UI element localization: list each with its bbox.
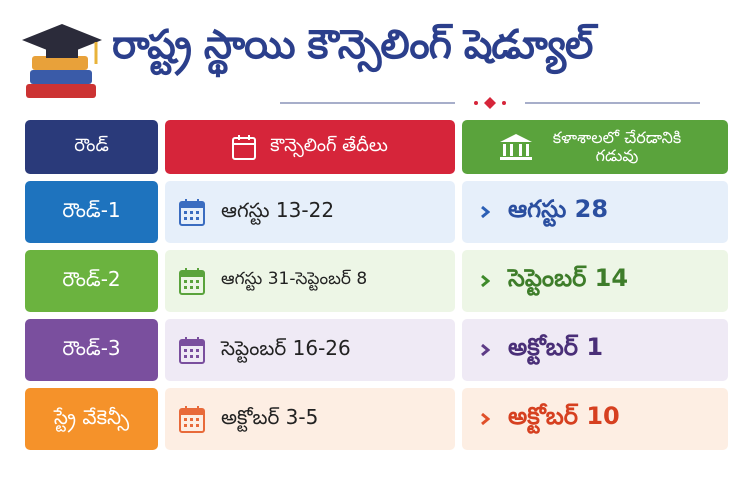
counselling-dates: ఆగస్టు 31-సెప్టెంబర్ 8 (221, 269, 368, 289)
header-cell: కౌన్సెలింగ్ తేదీలు (165, 120, 455, 174)
calendar-icon (179, 199, 205, 226)
divider (280, 97, 700, 109)
round-cell: స్ట్రే వేకెన్సీ (25, 388, 158, 450)
calendar-icon (232, 135, 257, 160)
arrow-icon (481, 274, 490, 288)
header-cell: కళాశాలలో చేరడానికి గడువు (462, 120, 728, 174)
schedule-table: రౌండ్ కౌన్సెలింగ్ తేదీలు కళాశాలలో చేరడాన… (25, 120, 728, 450)
header-text: కౌన్సెలింగ్ తేదీలు (270, 134, 388, 156)
round-cell: రౌండ్-3 (25, 319, 158, 381)
title: రాష్ట్ర స్థాయి కౌన్సెలింగ్ షెడ్యూల్ (112, 22, 593, 68)
arrow-icon (481, 412, 490, 426)
calendar-icon (179, 268, 205, 295)
joining-deadline: ఆగస్టు 28 (508, 195, 609, 223)
date-cell: అక్టోబర్ 3-5 (165, 388, 455, 450)
deadline-cell: ఆగస్టు 28 (462, 181, 728, 243)
counselling-dates: ఆగస్టు 13-22 (221, 197, 335, 222)
header-text: కళాశాలలో చేరడానికి గడువు (552, 127, 682, 165)
round-label: రౌండ్-1 (62, 197, 121, 222)
round-label: రౌండ్-2 (62, 266, 121, 291)
date-cell: ఆగస్టు 31-సెప్టెంబర్ 8 (165, 250, 455, 312)
round-label: రౌండ్-3 (62, 335, 121, 360)
calendar-icon (179, 337, 205, 364)
calendar-icon (179, 406, 205, 433)
round-cell: రౌండ్-1 (25, 181, 158, 243)
header-text: రౌండ్ (74, 134, 109, 156)
round-label: స్ట్రే వేకెన్సీ (53, 404, 130, 429)
arrow-icon (481, 343, 490, 357)
deadline-cell: అక్టోబర్ 1 (462, 319, 728, 381)
joining-deadline: సెప్టెంబర్ 14 (508, 264, 629, 292)
round-cell: రౌండ్-2 (25, 250, 158, 312)
joining-deadline: అక్టోబర్ 10 (508, 402, 620, 430)
counselling-dates: అక్టోబర్ 3-5 (221, 404, 319, 429)
graduation-icon (22, 24, 102, 98)
counselling-dates: సెప్టెంబర్ 16-26 (221, 335, 351, 360)
date-cell: సెప్టెంబర్ 16-26 (165, 319, 455, 381)
college-icon (500, 134, 532, 160)
date-cell: ఆగస్టు 13-22 (165, 181, 455, 243)
deadline-cell: సెప్టెంబర్ 14 (462, 250, 728, 312)
arrow-icon (481, 205, 490, 219)
header-cell: రౌండ్ (25, 120, 158, 174)
joining-deadline: అక్టోబర్ 1 (508, 333, 604, 361)
deadline-cell: అక్టోబర్ 10 (462, 388, 728, 450)
